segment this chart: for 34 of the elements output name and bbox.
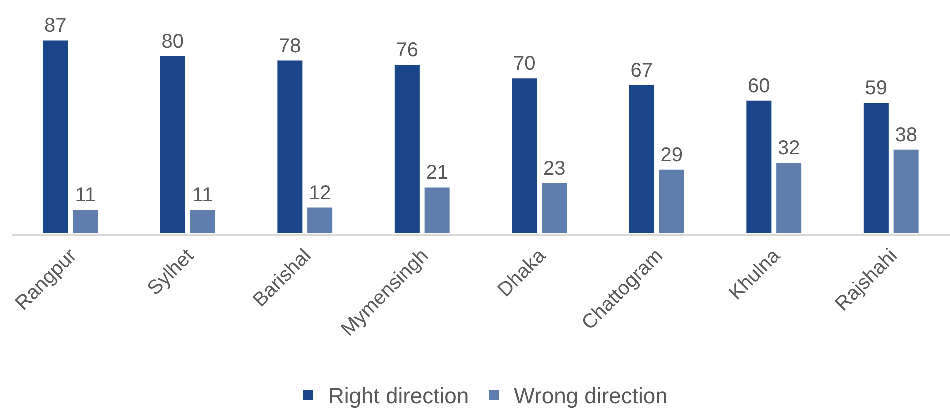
data-label: 12 — [308, 182, 332, 204]
bar — [746, 100, 773, 234]
data-label: 67 — [630, 60, 654, 82]
legend-label: Right direction — [328, 384, 470, 409]
bar — [511, 78, 538, 234]
data-label: 80 — [162, 30, 184, 53]
bar — [42, 40, 70, 234]
bar — [658, 168, 686, 234]
bar — [892, 148, 920, 234]
data-label: 11 — [75, 184, 96, 206]
data-label: 87 — [44, 15, 67, 38]
bar — [189, 209, 216, 234]
data-label: 70 — [514, 53, 536, 76]
data-label: 11 — [192, 184, 214, 206]
data-label: 29 — [660, 144, 683, 166]
data-label: 59 — [865, 78, 888, 100]
bar — [424, 186, 451, 234]
bar — [862, 102, 890, 234]
bar — [306, 206, 334, 234]
data-label: 21 — [426, 162, 448, 184]
data-label: 78 — [279, 35, 302, 58]
data-label: 76 — [396, 40, 419, 62]
bar — [72, 209, 100, 234]
bar — [394, 64, 421, 234]
bar — [276, 60, 304, 234]
bar — [776, 162, 803, 234]
data-label: 32 — [778, 138, 800, 160]
legend-label: Wrong direction — [514, 384, 668, 409]
data-label: 38 — [895, 124, 918, 146]
bar — [159, 55, 186, 234]
data-label: 60 — [748, 75, 770, 98]
bar — [628, 84, 656, 234]
bar — [541, 182, 568, 234]
data-label: 23 — [543, 158, 566, 180]
